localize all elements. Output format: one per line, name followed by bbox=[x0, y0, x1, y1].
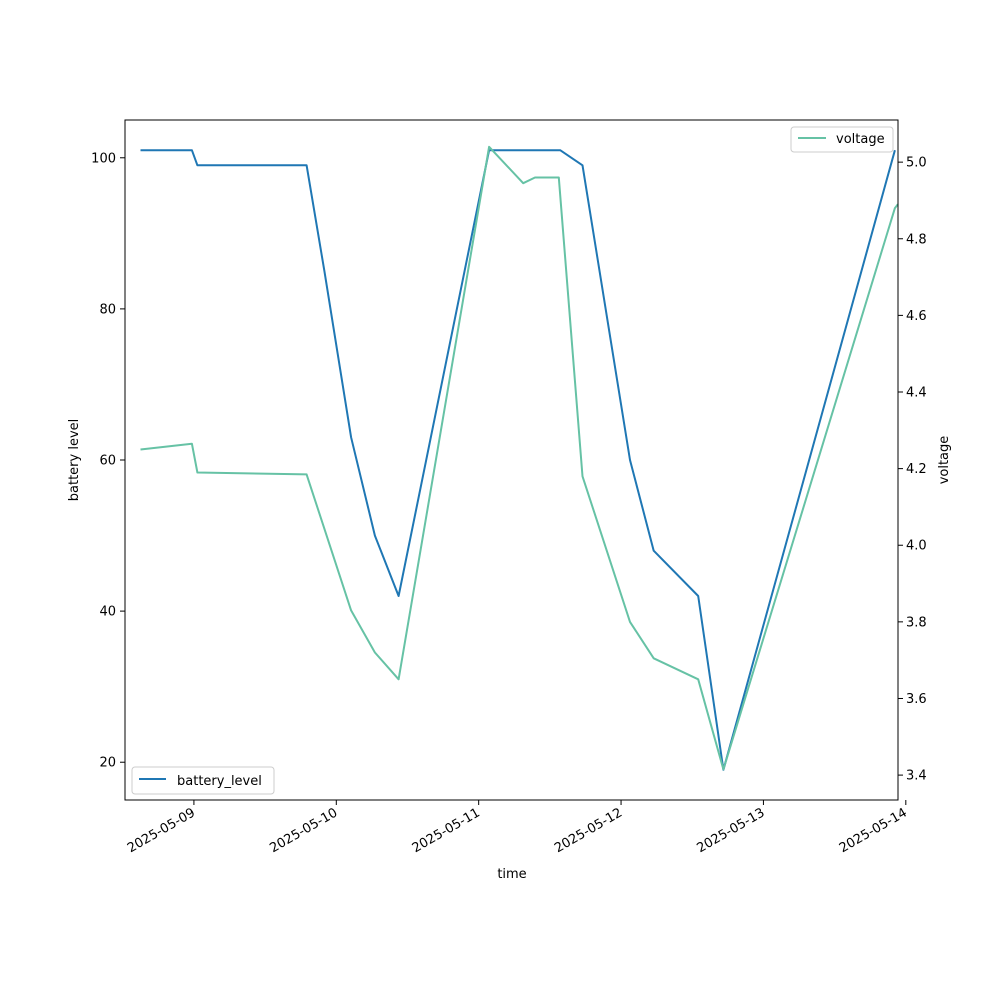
legend-box bbox=[131, 766, 275, 795]
y-left-tick-label: 40 bbox=[99, 605, 116, 620]
y-left-tick-label: 100 bbox=[91, 151, 116, 166]
y-left-tick-label: 60 bbox=[99, 454, 116, 469]
y-right-tick-label: 3.8 bbox=[906, 615, 927, 630]
x-axis-label: time bbox=[497, 867, 526, 882]
y-right-tick-label: 3.6 bbox=[906, 692, 927, 707]
legend-voltage: voltage bbox=[790, 126, 894, 153]
y-axis-left: 20 40 60 80 100 bbox=[91, 151, 125, 771]
legend-label-voltage: voltage bbox=[836, 132, 885, 147]
y-right-tick-label: 4.2 bbox=[906, 462, 927, 477]
y-right-tick-label: 3.4 bbox=[906, 769, 927, 784]
y-right-tick-label: 5.0 bbox=[906, 156, 927, 171]
y-axis-right: 3.4 3.6 3.8 4.0 4.2 4.4 4.6 4.8 5.0 bbox=[898, 156, 927, 784]
y-right-tick-label: 4.6 bbox=[906, 309, 927, 324]
series-line-battery-level bbox=[140, 149, 896, 771]
plot-frame bbox=[124, 119, 899, 801]
legend-box bbox=[790, 126, 894, 153]
y-right-tick-label: 4.4 bbox=[906, 386, 927, 401]
y-left-tick-label: 20 bbox=[99, 756, 116, 771]
legend-label-battery-level: battery_level bbox=[177, 774, 262, 789]
series-line-voltage bbox=[140, 145, 899, 771]
plot-area bbox=[140, 145, 899, 771]
legend-battery-level: battery_level bbox=[131, 766, 275, 795]
y-right-tick-label: 4.8 bbox=[906, 232, 927, 247]
y-axis-right-label: voltage bbox=[937, 436, 952, 485]
y-right-tick-label: 4.0 bbox=[906, 539, 927, 554]
y-axis-left-label: battery level bbox=[67, 419, 82, 502]
y-left-tick-label: 80 bbox=[99, 302, 116, 317]
